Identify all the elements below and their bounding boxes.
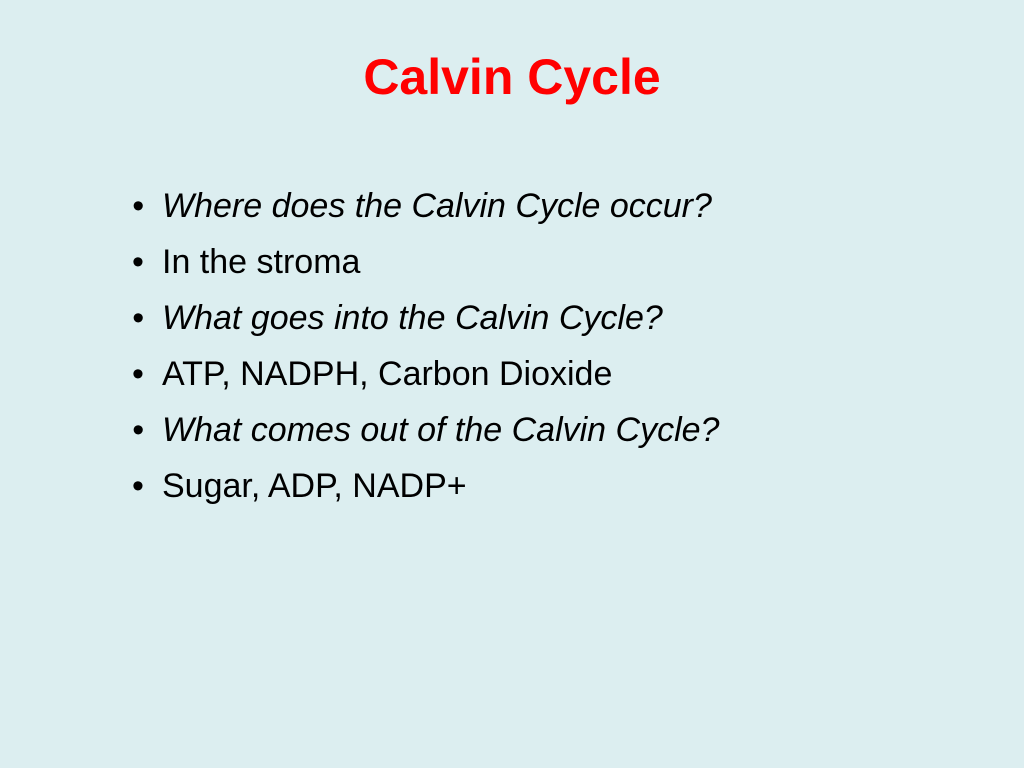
bullet-text: What comes out of the Calvin Cycle?	[162, 411, 719, 449]
bullet-item: What goes into the Calvin Cycle?	[132, 290, 934, 346]
bullet-text: Sugar, ADP, NADP+	[162, 467, 467, 505]
bullet-text: ATP, NADPH, Carbon Dioxide	[162, 355, 612, 393]
bullet-text: Where does the Calvin Cycle occur?	[162, 187, 712, 225]
bullet-item: In the stroma	[132, 234, 934, 290]
bullet-item: Where does the Calvin Cycle occur?	[132, 178, 934, 234]
bullet-item: What comes out of the Calvin Cycle?	[132, 402, 934, 458]
slide-title: Calvin Cycle	[90, 48, 934, 106]
bullet-list: Where does the Calvin Cycle occur? In th…	[90, 178, 934, 515]
bullet-text: What goes into the Calvin Cycle?	[162, 299, 663, 337]
bullet-item: Sugar, ADP, NADP+	[132, 458, 934, 514]
bullet-item: ATP, NADPH, Carbon Dioxide	[132, 346, 934, 402]
bullet-text: In the stroma	[162, 243, 360, 281]
slide-container: Calvin Cycle Where does the Calvin Cycle…	[0, 0, 1024, 768]
